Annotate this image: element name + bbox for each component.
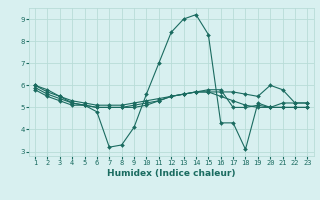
X-axis label: Humidex (Indice chaleur): Humidex (Indice chaleur)	[107, 169, 236, 178]
